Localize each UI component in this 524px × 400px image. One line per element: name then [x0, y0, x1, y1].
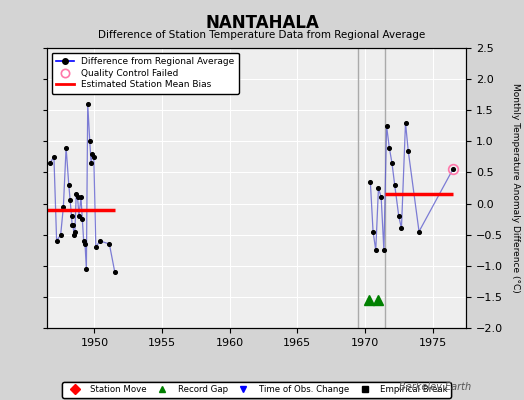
Point — [59, 204, 68, 210]
Point — [105, 241, 114, 247]
Text: NANTAHALA: NANTAHALA — [205, 14, 319, 32]
Text: Berkeley Earth: Berkeley Earth — [399, 382, 472, 392]
Text: Difference of Station Temperature Data from Regional Average: Difference of Station Temperature Data f… — [99, 30, 425, 40]
Point — [62, 144, 70, 151]
Point — [92, 244, 100, 250]
Point — [372, 247, 380, 254]
Point — [385, 144, 394, 151]
Point — [401, 120, 410, 126]
Point — [404, 148, 412, 154]
Point — [383, 122, 391, 129]
Point — [388, 160, 396, 166]
Point — [374, 185, 383, 191]
Point — [87, 160, 95, 166]
Legend: Station Move, Record Gap, Time of Obs. Change, Empirical Break: Station Move, Record Gap, Time of Obs. C… — [62, 382, 451, 398]
Point — [52, 238, 61, 244]
Point — [83, 101, 92, 107]
Point — [72, 191, 80, 198]
Point — [71, 228, 79, 235]
Point — [66, 197, 74, 204]
Point — [397, 225, 406, 232]
Point — [57, 232, 65, 238]
Point — [80, 238, 88, 244]
Point — [390, 182, 399, 188]
Point — [380, 247, 388, 254]
Point — [77, 194, 85, 200]
Point — [78, 216, 86, 222]
Point — [85, 138, 94, 144]
Point — [69, 222, 77, 228]
Point — [111, 269, 119, 275]
Point — [88, 150, 96, 157]
Point — [369, 228, 377, 235]
Point — [46, 160, 54, 166]
Point — [415, 228, 423, 235]
Point — [64, 182, 73, 188]
Point — [50, 154, 58, 160]
Point — [67, 213, 75, 219]
Point — [366, 178, 375, 185]
Point — [70, 232, 79, 238]
Point — [449, 166, 457, 172]
Point — [82, 266, 91, 272]
Point — [96, 238, 104, 244]
Y-axis label: Monthly Temperature Anomaly Difference (°C): Monthly Temperature Anomaly Difference (… — [511, 83, 520, 293]
Point — [68, 222, 77, 228]
Point — [90, 154, 98, 160]
Point — [73, 194, 82, 200]
Point — [395, 213, 403, 219]
Point — [75, 213, 83, 219]
Point — [81, 241, 89, 247]
Point — [377, 194, 385, 200]
